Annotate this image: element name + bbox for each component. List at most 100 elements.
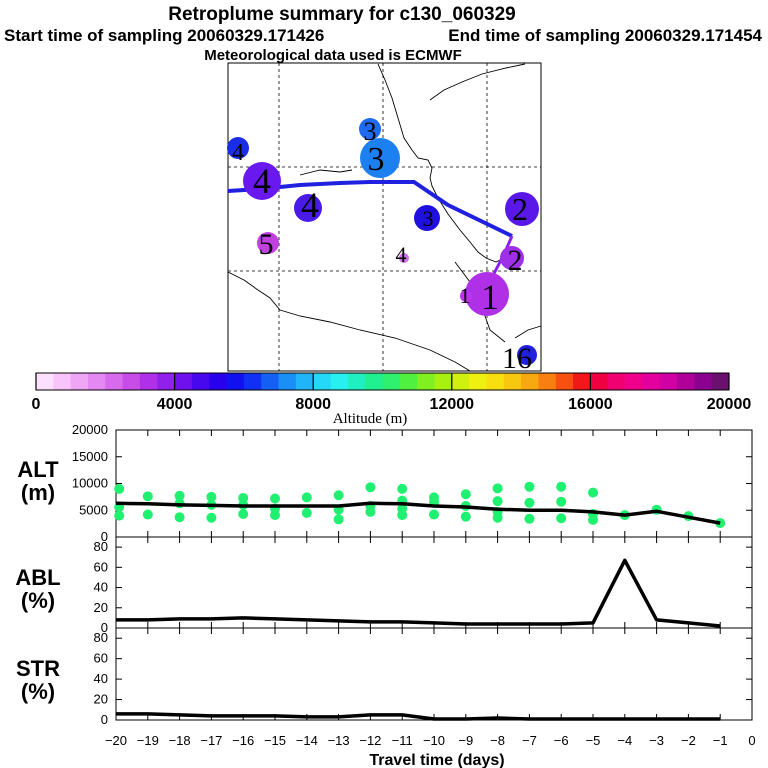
x-axis-label: Travel time (days) [369,752,504,768]
alt-panel: 0 5000 10000 15000 20000 ALT(m) [17,422,753,544]
altitude-scatter-point [301,507,312,518]
plume-cluster-10 [500,246,524,270]
colorbar-swatch [555,373,574,390]
x-tick-label: −5 [586,733,601,748]
altitude-scatter-point [492,512,503,523]
colorbar-swatch [226,373,245,390]
x-tick-label: −8 [490,733,505,748]
colorbar-swatch [625,373,643,390]
colorbar-swatch [295,373,314,390]
y-tick-label: 10000 [72,476,108,491]
y-tick-label: 5000 [79,502,108,517]
colorbar-swatch [157,373,175,390]
colorbar-tick-label: 20000 [707,396,752,413]
str-panel-line [116,712,721,721]
cluster-label: 4 [301,185,319,225]
panel-unit-label: (%) [21,679,55,704]
colorbar-swatch [122,373,141,390]
colorbar-tick-label: 12000 [430,396,475,413]
altitude-scatter-point [492,496,503,507]
y-tick-label: 20 [94,692,108,707]
plume-cluster-7 [257,232,279,254]
colorbar-swatch [105,373,124,390]
colorbar-swatch [243,373,262,390]
altitude-scatter-point [492,483,503,494]
x-tick-label: −2 [681,733,696,748]
altitude-scatter-point [142,509,153,520]
altitude-scatter-point [238,492,249,503]
panel-label: ABL [15,565,60,590]
colorbar-swatch [382,373,401,390]
cluster-label: 16 [502,342,532,375]
x-tick-label: −9 [458,733,473,748]
x-tick-label: −17 [200,733,222,748]
colorbar-swatch [659,373,678,390]
altitude-scatter-point [301,492,312,503]
panel-unit-label: (m) [21,480,55,505]
coastlines [227,63,542,372]
altitude-scatter-point [556,496,567,507]
altitude-scatter-point [524,513,535,524]
colorbar-swatch [677,373,695,390]
altitude-colorbar: 0 4000 8000 12000 16000 20000 [32,372,752,413]
colorbar-swatch [417,373,435,390]
colorbar-swatch [174,373,193,390]
x-tick-label: −4 [617,733,632,748]
x-tick-label: −18 [169,733,191,748]
x-tick-label: −15 [264,733,286,748]
altitude-scatter-point [114,483,125,494]
coastline [429,63,526,101]
plume-cluster-5 [359,118,381,140]
altitude-scatter-point [238,508,249,519]
abl-panel-line [116,558,721,628]
cluster-label: 3 [423,206,434,231]
colorbar-tick-label: 16000 [568,396,613,413]
coastline [227,271,471,372]
altitude-scatter-point [588,514,598,525]
plume-cluster-4 [360,138,400,178]
y-tick-label: 40 [94,580,108,595]
altitude-scatter-point [588,487,598,498]
y-tick-label: 20 [94,600,108,615]
title-line1: Retroplume summary for c130_060329 [168,4,515,25]
plume-cluster-8 [399,253,409,263]
y-tick-label: 0 [101,620,108,635]
colorbar-swatch [607,373,626,390]
colorbar-swatch [694,373,713,390]
colorbar-swatch [469,373,487,390]
altitude-scatter-point [365,482,376,493]
coastline [299,169,353,176]
altitude-scatter-point [206,512,217,523]
y-tick-label: 0 [101,529,108,544]
y-tick-label: 40 [94,671,108,686]
x-tick-label: −20 [105,733,127,748]
title-met-data: Meteorological data used is ECMWF [204,47,462,64]
x-tick-label: −12 [359,733,381,748]
cluster-label: 4 [396,242,407,267]
plume-cluster-1 [227,137,249,159]
altitude-scatter-point [206,491,217,502]
coastline [514,325,542,339]
colorbar-tick-label: 4000 [157,396,193,413]
map-frame [227,62,542,372]
altitude-scatter-point [460,489,471,500]
plume-cluster-2 [243,162,281,200]
colorbar-swatch [365,373,383,390]
panel-frame [115,627,753,721]
altitude-scatter-point [365,506,376,517]
altitude-scatter-point [333,490,344,501]
plume-cluster-9 [505,192,539,226]
x-tick-label: −13 [328,733,350,748]
time-series-panels: 05000100001500020000ALT(m)020406080ABL(%… [15,422,755,768]
altitude-scatter-point [556,513,567,524]
panel-unit-label: (%) [21,588,55,613]
cluster-label: 4 [232,140,244,166]
colorbar-swatch [87,373,106,390]
colorbar-label: Altitude (m) [333,411,408,427]
plume-cluster-6 [414,205,440,231]
panel-label: ALT [17,457,59,482]
colorbar-swatch [399,373,418,390]
colorbar-swatch [330,373,349,390]
cluster-label: 1 [460,283,471,308]
